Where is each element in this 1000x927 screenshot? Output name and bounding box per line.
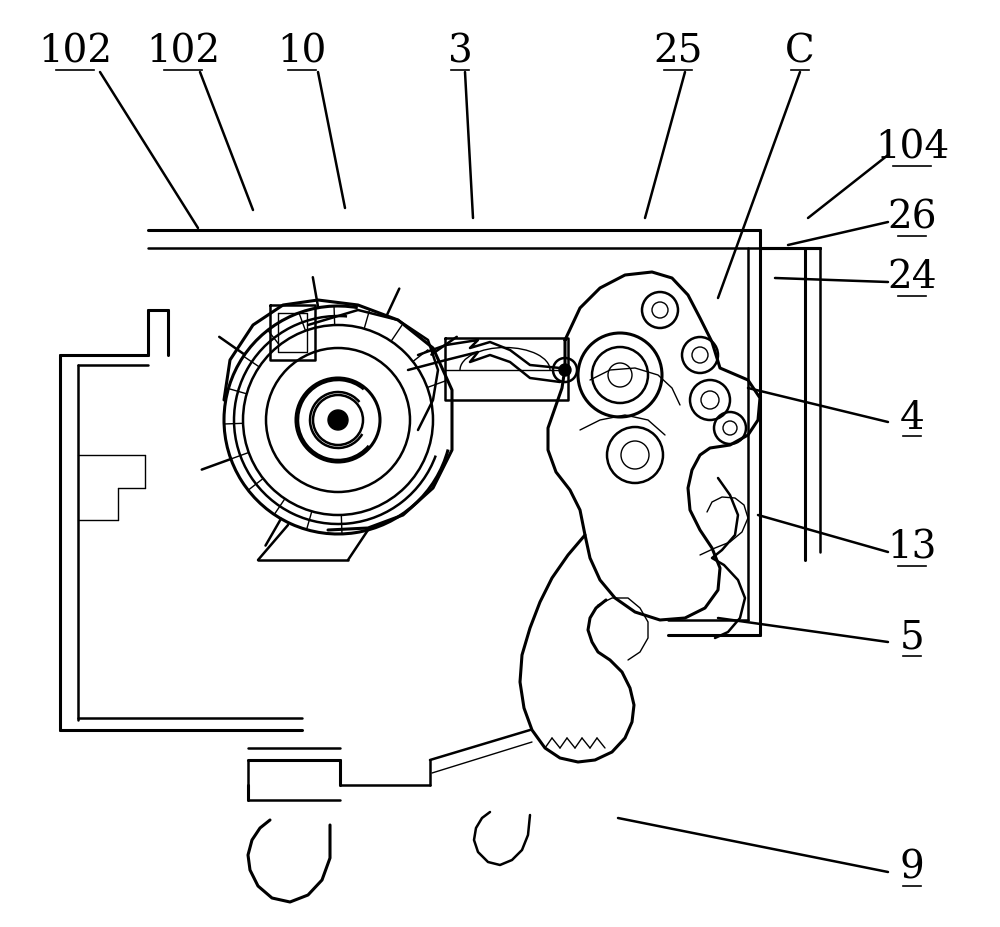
Circle shape — [559, 364, 571, 376]
Text: 26: 26 — [887, 199, 937, 236]
Text: 3: 3 — [448, 33, 472, 70]
Text: 13: 13 — [887, 529, 937, 566]
Text: 102: 102 — [38, 33, 112, 70]
Text: 24: 24 — [887, 260, 937, 297]
Text: 4: 4 — [900, 400, 924, 437]
Text: 10: 10 — [277, 33, 327, 70]
Text: 25: 25 — [653, 33, 703, 70]
Text: 9: 9 — [900, 849, 924, 886]
Text: 5: 5 — [900, 619, 924, 656]
Text: C: C — [785, 33, 815, 70]
Circle shape — [328, 410, 348, 430]
Text: 102: 102 — [146, 33, 220, 70]
Text: 104: 104 — [875, 130, 949, 167]
